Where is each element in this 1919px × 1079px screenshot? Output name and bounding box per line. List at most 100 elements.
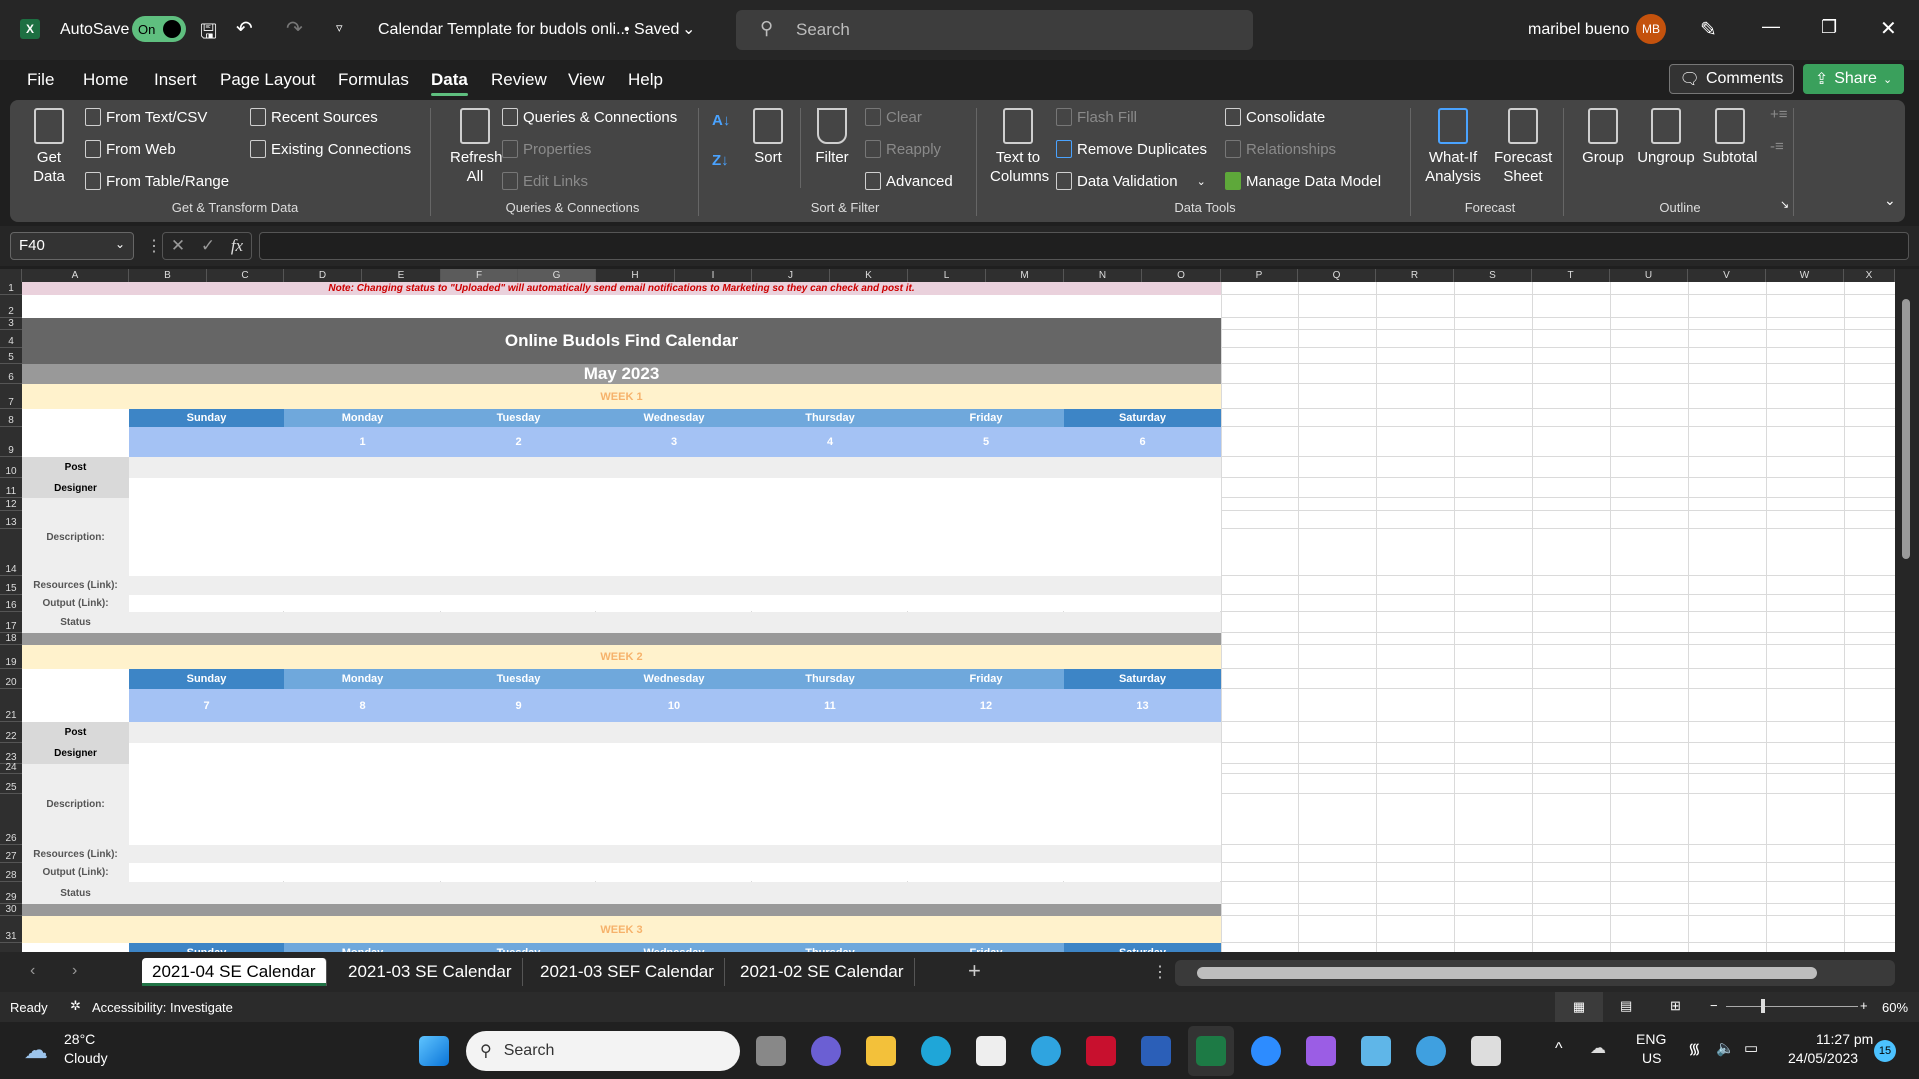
consolidate-button[interactable]: Consolidate [1225,108,1325,126]
save-icon[interactable]: 🖫 [200,21,218,43]
more-options-icon[interactable]: ⋮ [146,238,162,255]
row-header[interactable]: 9 [0,427,22,457]
clear-button[interactable]: Clear [865,108,922,126]
date-cell[interactable]: 13 [1064,689,1221,722]
row-header[interactable]: 32 [0,943,22,952]
output-cell[interactable] [596,595,751,612]
properties-button[interactable]: Properties [502,140,591,158]
ungroup-button[interactable]: Ungroup [1635,108,1697,167]
column-header[interactable]: K [830,269,908,282]
designer-row[interactable] [129,743,1221,845]
clock-time[interactable]: 11:27 pm [1816,1031,1874,1047]
column-header[interactable]: Q [1298,269,1376,282]
zoom-slider[interactable] [1726,1006,1858,1007]
queries-connections-button[interactable]: Queries & Connections [502,108,677,126]
vertical-scrollbar[interactable] [1895,269,1919,952]
date-cell[interactable]: 4 [752,427,908,457]
zoom-app-icon[interactable] [1251,1036,1281,1066]
row-header[interactable]: 30 [0,904,22,916]
row-header[interactable]: 6 [0,364,22,384]
name-box[interactable]: F40 ⌄ [10,232,134,260]
wifi-icon[interactable]: ᯾ [1688,1041,1701,1058]
row-header[interactable]: 28 [0,863,22,882]
sheet-tab[interactable]: 2021-03 SEF Calendar [530,958,725,986]
status-row[interactable] [129,882,1221,904]
zoom-slider-thumb[interactable] [1760,999,1765,1013]
output-cell[interactable] [441,863,595,882]
mcafee-icon[interactable] [1086,1036,1116,1066]
column-header[interactable]: L [908,269,986,282]
zoom-out-icon[interactable]: − [1710,998,1718,1013]
battery-icon[interactable]: ▭ [1744,1040,1759,1057]
output-cell[interactable] [1064,863,1220,882]
row-header[interactable]: 14 [0,529,22,576]
forecast-sheet-button[interactable]: Forecast Sheet [1494,108,1552,186]
collapse-ribbon-icon[interactable]: ⌄ [1884,192,1896,208]
output-cell[interactable] [752,863,907,882]
taskbar-search[interactable]: ⚲ Search [466,1031,740,1071]
column-header[interactable]: W [1766,269,1844,282]
volume-icon[interactable]: 🔈 [1716,1040,1735,1057]
recent-sources-button[interactable]: Recent Sources [250,108,378,126]
row-header[interactable]: 5 [0,348,22,364]
column-header[interactable]: E [362,269,441,282]
row-header[interactable]: 12 [0,498,22,511]
tab-view[interactable]: View [568,70,605,89]
windows-start-icon[interactable] [419,1036,449,1066]
output-cell[interactable] [441,595,595,612]
column-header[interactable]: S [1454,269,1532,282]
group-button[interactable]: Group [1578,108,1628,167]
zoom-level[interactable]: 60% [1882,1000,1909,1015]
output-cell[interactable] [752,595,907,612]
document-title[interactable]: Calendar Template for budols onli... [378,21,630,38]
output-cell[interactable] [284,863,440,882]
excel-icon[interactable] [1196,1036,1226,1066]
relationships-button[interactable]: Relationships [1225,140,1336,158]
tab-formulas[interactable]: Formulas [338,70,409,89]
normal-view-icon[interactable]: ▦ [1555,992,1603,1022]
region[interactable]: US [1642,1050,1662,1066]
data-validation-button[interactable]: Data Validation ⌄ [1056,172,1206,190]
row-header[interactable]: 11 [0,478,22,498]
row-header[interactable]: 24 [0,762,22,774]
formula-input[interactable] [259,232,1909,260]
teams-icon[interactable] [811,1036,841,1066]
pen-icon[interactable]: ✎ [1700,19,1717,41]
row-header[interactable]: 21 [0,689,22,722]
row-header[interactable]: 17 [0,612,22,633]
row-header[interactable]: 23 [0,743,22,764]
more-options-icon[interactable]: ⋮ [1152,964,1168,981]
output-cell[interactable] [284,595,440,612]
row-header[interactable]: 25 [0,774,22,794]
existing-connections-button[interactable]: Existing Connections [250,140,411,158]
date-cell[interactable]: 3 [596,427,752,457]
what-if-analysis-button[interactable]: What-If Analysis [1420,108,1486,186]
row-header[interactable]: 22 [0,722,22,743]
add-sheet-icon[interactable]: + [968,958,981,983]
dialog-launcher-icon[interactable]: ↘ [1780,199,1790,211]
autosave-toggle[interactable]: On [132,16,186,42]
zoom-in-icon[interactable]: + [1860,998,1868,1013]
column-header[interactable]: C [207,269,284,282]
date-cell[interactable]: 10 [596,689,752,722]
column-header[interactable]: H [596,269,675,282]
user-name[interactable]: maribel bueno [1528,21,1630,38]
tab-data[interactable]: Data [431,70,468,96]
edit-links-button[interactable]: Edit Links [502,172,588,190]
column-header[interactable]: O [1142,269,1221,282]
onedrive-icon[interactable]: ☁ [1590,1040,1606,1057]
column-header[interactable]: R [1376,269,1454,282]
edge-icon[interactable] [921,1036,951,1066]
tab-insert[interactable]: Insert [154,70,197,89]
row-header[interactable]: 1 [0,282,22,295]
row-header[interactable]: 19 [0,645,22,669]
row-header[interactable]: 27 [0,845,22,863]
redo-icon[interactable]: ↷ [286,18,303,40]
show-hidden-icons-icon[interactable]: ^ [1555,1040,1563,1057]
column-header[interactable]: G [518,269,596,282]
row-header[interactable]: 15 [0,576,22,595]
minimize-icon[interactable]: — [1762,16,1780,36]
select-all-corner[interactable] [0,269,22,282]
row-header[interactable]: 2 [0,295,22,318]
row-header[interactable]: 18 [0,633,22,645]
